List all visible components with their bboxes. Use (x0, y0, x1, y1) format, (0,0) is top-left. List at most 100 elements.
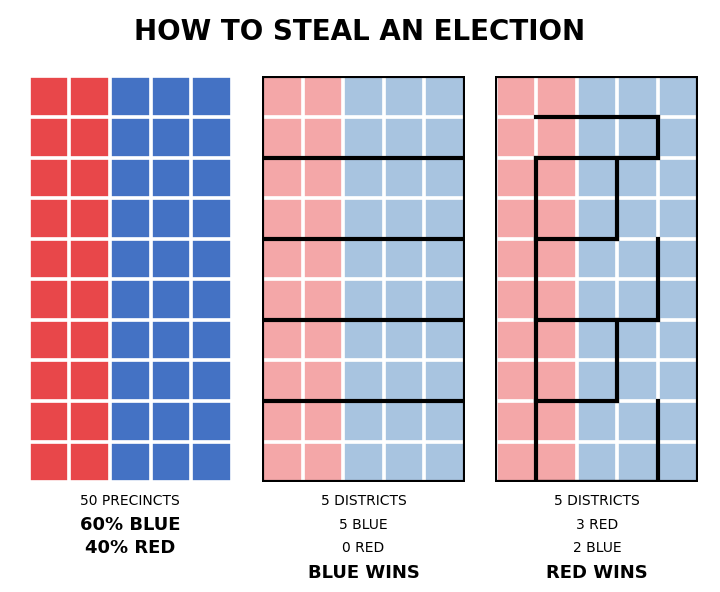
Bar (264, 362, 302, 400)
Bar (192, 159, 230, 197)
Bar (30, 402, 68, 440)
Bar (537, 118, 576, 156)
Bar (152, 159, 190, 197)
Bar (577, 240, 616, 278)
Bar (264, 199, 302, 238)
Bar (577, 321, 616, 359)
Bar (30, 321, 68, 359)
Bar (537, 78, 576, 116)
Bar (344, 240, 383, 278)
Bar (304, 159, 342, 197)
Bar (385, 118, 423, 156)
Bar (152, 402, 190, 440)
Bar (111, 159, 150, 197)
Bar (264, 443, 302, 481)
Bar (659, 159, 698, 197)
Bar (304, 240, 342, 278)
Bar (537, 281, 576, 319)
Bar (192, 78, 230, 116)
Bar (618, 240, 657, 278)
Text: 50 PRECINCTS: 50 PRECINCTS (81, 494, 180, 509)
Bar (71, 443, 109, 481)
Bar (71, 281, 109, 319)
Bar (152, 199, 190, 238)
Bar (304, 443, 342, 481)
Bar (618, 159, 657, 197)
Bar (304, 402, 342, 440)
Bar (659, 240, 698, 278)
Bar (264, 281, 302, 319)
Bar (659, 443, 698, 481)
Text: 5 DISTRICTS: 5 DISTRICTS (320, 494, 407, 509)
Bar (497, 281, 535, 319)
Bar (497, 362, 535, 400)
Bar (426, 240, 464, 278)
Bar (30, 443, 68, 481)
Text: 2 BLUE: 2 BLUE (572, 540, 621, 555)
Bar (344, 159, 383, 197)
Bar (577, 402, 616, 440)
Bar (152, 78, 190, 116)
Bar (577, 443, 616, 481)
Bar (71, 118, 109, 156)
Bar (71, 159, 109, 197)
Bar (385, 402, 423, 440)
Bar (71, 240, 109, 278)
Bar (304, 362, 342, 400)
Bar (152, 118, 190, 156)
Bar (537, 240, 576, 278)
Bar (111, 443, 150, 481)
Bar (385, 443, 423, 481)
Bar (618, 118, 657, 156)
Bar (264, 321, 302, 359)
Bar (426, 199, 464, 238)
Bar (111, 118, 150, 156)
Bar (426, 281, 464, 319)
Bar (659, 281, 698, 319)
Bar (344, 321, 383, 359)
Bar (30, 362, 68, 400)
Bar (426, 159, 464, 197)
Bar (344, 199, 383, 238)
Bar (618, 443, 657, 481)
Bar (659, 321, 698, 359)
Bar (537, 362, 576, 400)
Bar (71, 321, 109, 359)
Bar (618, 362, 657, 400)
Bar (426, 321, 464, 359)
Bar (344, 362, 383, 400)
Bar (577, 118, 616, 156)
Bar (577, 199, 616, 238)
Bar (304, 281, 342, 319)
Bar (497, 443, 535, 481)
Bar (426, 443, 464, 481)
Bar (111, 199, 150, 238)
Text: 5 DISTRICTS: 5 DISTRICTS (554, 494, 640, 509)
Bar (577, 362, 616, 400)
Bar (111, 78, 150, 116)
Bar (344, 443, 383, 481)
Bar (30, 199, 68, 238)
Bar (577, 78, 616, 116)
Bar (426, 118, 464, 156)
Bar (577, 281, 616, 319)
Bar (385, 159, 423, 197)
Bar (111, 240, 150, 278)
Bar (264, 240, 302, 278)
Bar (497, 118, 535, 156)
Bar (30, 118, 68, 156)
Bar (152, 362, 190, 400)
Bar (385, 240, 423, 278)
Text: 40% RED: 40% RED (85, 539, 176, 556)
Bar (659, 402, 698, 440)
Bar (385, 362, 423, 400)
Bar (344, 402, 383, 440)
Bar (264, 78, 302, 116)
Bar (111, 321, 150, 359)
Bar (497, 402, 535, 440)
Bar (192, 443, 230, 481)
Bar (30, 159, 68, 197)
Bar (71, 362, 109, 400)
Bar (152, 281, 190, 319)
Bar (264, 118, 302, 156)
